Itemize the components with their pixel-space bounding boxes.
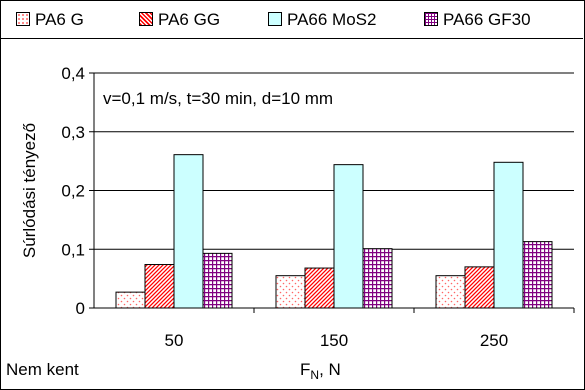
y-tick-label: 0,3 (61, 123, 85, 142)
legend-label-pa66-mos2: PA66 MoS2 (287, 10, 377, 29)
bar-pa66-mos2 (173, 154, 204, 309)
legend-swatch-pa66-mos2 (268, 12, 282, 26)
legend-swatch-pa6-g (16, 12, 30, 26)
y-axis-title: Súrlódási tényező (20, 123, 39, 258)
bar-pa66-gf30 (362, 248, 393, 309)
legend-label-pa6-gg: PA6 GG (158, 10, 221, 29)
legend-item-pa6-gg: PA6 GG (139, 9, 220, 31)
bar-pa6-g (115, 291, 146, 309)
x-axis-title-sub: N (310, 368, 320, 382)
x-tick-label: 50 (165, 331, 184, 350)
legend-item-pa66-mos2: PA66 MoS2 (268, 9, 376, 31)
bar-pa66-mos2 (493, 161, 524, 309)
bar-pa66-mos2 (333, 164, 364, 309)
legend-item-pa6-g: PA6 G (16, 9, 84, 31)
x-axis-title: FN, N (300, 360, 341, 385)
y-tick-label: 0,1 (61, 240, 85, 259)
bar-pa6-gg (304, 267, 335, 309)
y-tick-label: 0 (76, 299, 85, 318)
chart-annotation: v=0,1 m/s, t=30 min, d=10 mm (103, 89, 333, 108)
legend-label-pa6-g: PA6 G (35, 10, 84, 29)
bar-pa66-gf30 (522, 241, 553, 309)
legend-label-pa66-gf30: PA66 GF30 (443, 10, 531, 29)
x-tick-label: 250 (480, 331, 508, 350)
legend-swatch-pa6-gg (139, 12, 153, 26)
bar-pa6-g (435, 275, 466, 309)
bar-pa6-g (275, 275, 306, 309)
x-axis-title-main: F (300, 360, 311, 379)
bar-pa6-gg (464, 266, 495, 309)
y-tick-label: 0,4 (61, 64, 85, 83)
legend-item-pa66-gf30: PA66 GF30 (424, 9, 531, 31)
legend-swatch-pa66-gf30 (424, 12, 438, 26)
bar-pa6-gg (144, 264, 175, 309)
bar-pa66-gf30 (202, 252, 233, 309)
x-tick-label: 150 (320, 331, 348, 350)
x-axis-title-tail: , N (319, 360, 341, 379)
y-tick-label: 0,2 (61, 182, 85, 201)
footnote: Nem kent (6, 360, 79, 379)
legend: PA6 G PA6 GG PA66 MoS2 PA66 GF30 (0, 0, 583, 39)
